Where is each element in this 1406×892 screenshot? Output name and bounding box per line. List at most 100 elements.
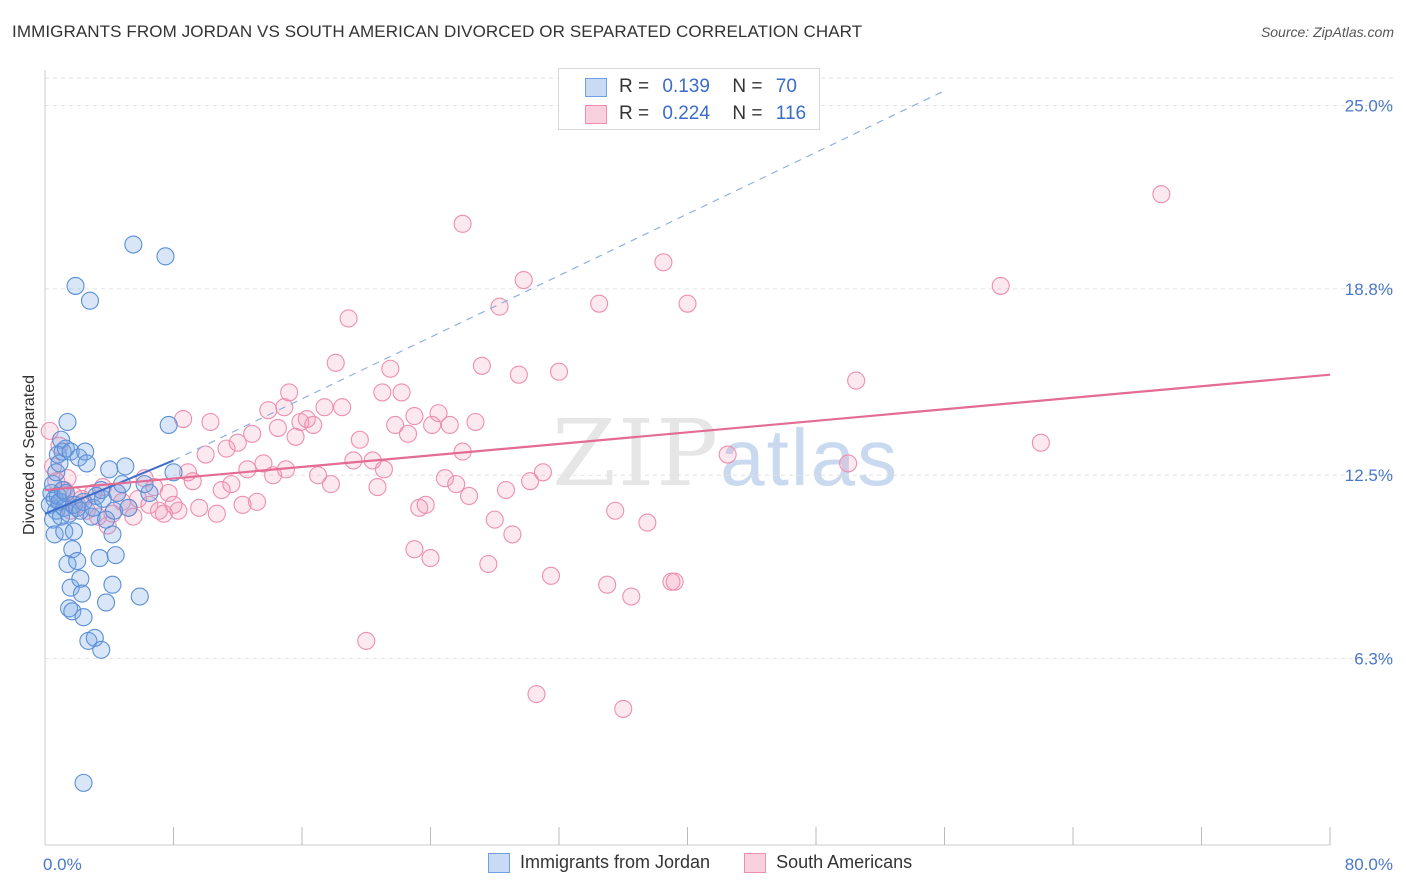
jordan-point [106,546,125,565]
south-americans-point [622,587,641,606]
south-americans-point [440,415,459,435]
south-americans-point [326,353,345,372]
south-americans-point [233,495,252,514]
south-americans-point [991,276,1010,295]
south-americans-point [169,501,188,520]
legend-r-value-south-americans: 0.224 [662,103,710,124]
jordan-point [55,522,74,541]
legend-r-label: R = [619,76,650,97]
south-americans-point [453,214,472,233]
south-americans-point [614,699,633,718]
jordan-point [56,439,75,458]
south-americans-point [466,412,485,432]
south-americans-point [509,365,528,384]
south-americans-point [368,478,387,497]
south-americans-point [309,466,328,485]
south-americans-point [254,454,273,473]
jordan-point [140,483,159,503]
south-americans-point [344,451,363,470]
south-americans-point [207,504,226,523]
south-americans-point [381,359,400,378]
south-americans-point [533,463,552,482]
south-americans-point [521,472,540,491]
south-americans-point [339,309,358,328]
south-americans-point [662,572,681,591]
x-tick-label-min: 0.0% [43,855,82,874]
jordan-point [116,457,135,476]
legend-row-jordan: R = 0.139 N = 70 [559,74,797,100]
south-americans-point [159,483,178,503]
south-americans-point [333,398,352,417]
south-americans-point [259,401,278,420]
jordan-point [64,522,83,541]
south-americans-point [472,356,491,375]
jordan-point [90,549,109,568]
legend-r-value-jordan: 0.139 [662,76,710,97]
south-americans-point [638,513,657,532]
south-americans-point [423,415,442,435]
jordan-point [77,454,96,473]
bottom-legend-swatch-jordan [488,852,510,873]
south-americans-point [678,294,697,313]
x-tick-label-max: 80.0% [1345,855,1393,874]
jordan-point [159,415,178,435]
chart-title: IMMIGRANTS FROM JORDAN VS SOUTH AMERICAN… [12,22,863,41]
source-label: Source: ZipAtlas.com [1260,24,1394,40]
jordan-point [100,460,119,479]
jordan-point [164,463,183,482]
tick-labels: 6.3% 12.5% 18.8% 25.0% 0.0% 80.0% [43,96,1393,874]
south-americans-point [718,445,737,464]
bottom-legend: Immigrants from Jordan South Americans [488,852,912,873]
south-americans-point [374,460,393,479]
bottom-legend-swatch-south-americans [744,852,767,873]
south-americans-point [124,507,143,526]
legend-n-value-south-americans: 116 [775,103,807,124]
south-americans-trend-line [44,373,1331,492]
south-americans-point [392,383,411,402]
south-americans-point [247,492,267,511]
south-americans-point [435,469,455,488]
south-americans-point [839,454,858,473]
south-americans-point [217,439,236,458]
south-americans-point [549,362,569,381]
legend-swatch-jordan [585,77,607,97]
south-americans-point [485,510,504,529]
jordan-point [71,569,90,588]
south-americans-point [228,433,247,452]
jordan-point [60,599,79,618]
jordan-point [66,276,85,295]
south-americans-point [503,525,522,544]
jordan-point [63,540,82,559]
south-americans-point [398,424,418,443]
y-tick-label: 12.5% [1345,466,1393,485]
axes [44,70,1331,846]
south-americans-point [373,383,392,402]
south-americans-point [357,631,376,650]
jordan-point [96,593,116,612]
jordan-point [63,602,82,621]
y-tick-label: 25.0% [1345,96,1393,115]
legend-swatch-south-americans [585,104,607,124]
south-americans-point [321,475,340,494]
jordan-trend-extension [173,90,945,461]
legend-n-label: N = [732,76,763,97]
south-americans-point [386,415,405,435]
south-americans-point [598,575,617,594]
jordan-trend-line [44,459,174,515]
legend-row-south-americans: R = 0.224 N = 116 [559,101,806,127]
south-americans-point [847,371,866,390]
bottom-legend-label-jordan: Immigrants from Jordan [520,852,711,872]
south-americans-point [421,549,440,568]
south-americans-point [1152,185,1171,204]
south-americans-point [238,460,257,479]
south-americans-point [405,407,424,426]
legend-r-label: R = [619,103,650,124]
south-americans-point [459,486,479,506]
south-americans-point [280,383,299,402]
jordan-point [103,575,122,594]
south-americans-point [590,294,609,313]
y-tick-label: 18.8% [1345,280,1393,299]
south-americans-point [201,412,220,432]
jordan-point [92,640,111,659]
south-americans-point [527,685,546,704]
